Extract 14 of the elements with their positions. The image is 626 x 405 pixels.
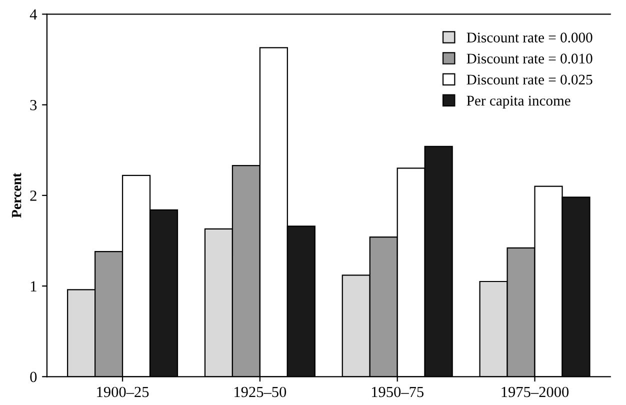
y-tick-label: 2 bbox=[30, 190, 36, 201]
legend-label: Per capita income bbox=[466, 96, 570, 109]
x-tick-label: 1950–75 bbox=[372, 386, 424, 398]
x-tick-label: 1925–50 bbox=[234, 386, 286, 398]
y-axis-title: Percent bbox=[12, 172, 22, 218]
x-tick-label: 1975–2000 bbox=[502, 386, 569, 398]
y-tick-label: 1 bbox=[30, 281, 36, 292]
y-tick-label: 0 bbox=[30, 372, 37, 382]
y-tick-label: 3 bbox=[30, 100, 37, 110]
legend-label: Discount rate = 0.025 bbox=[466, 74, 592, 85]
x-tick-label: 1900–25 bbox=[97, 386, 149, 398]
y-tick-label: 4 bbox=[30, 9, 37, 20]
legend-label: Discount rate = 0.010 bbox=[466, 54, 592, 64]
legend-label: Discount rate = 0.000 bbox=[466, 32, 592, 43]
